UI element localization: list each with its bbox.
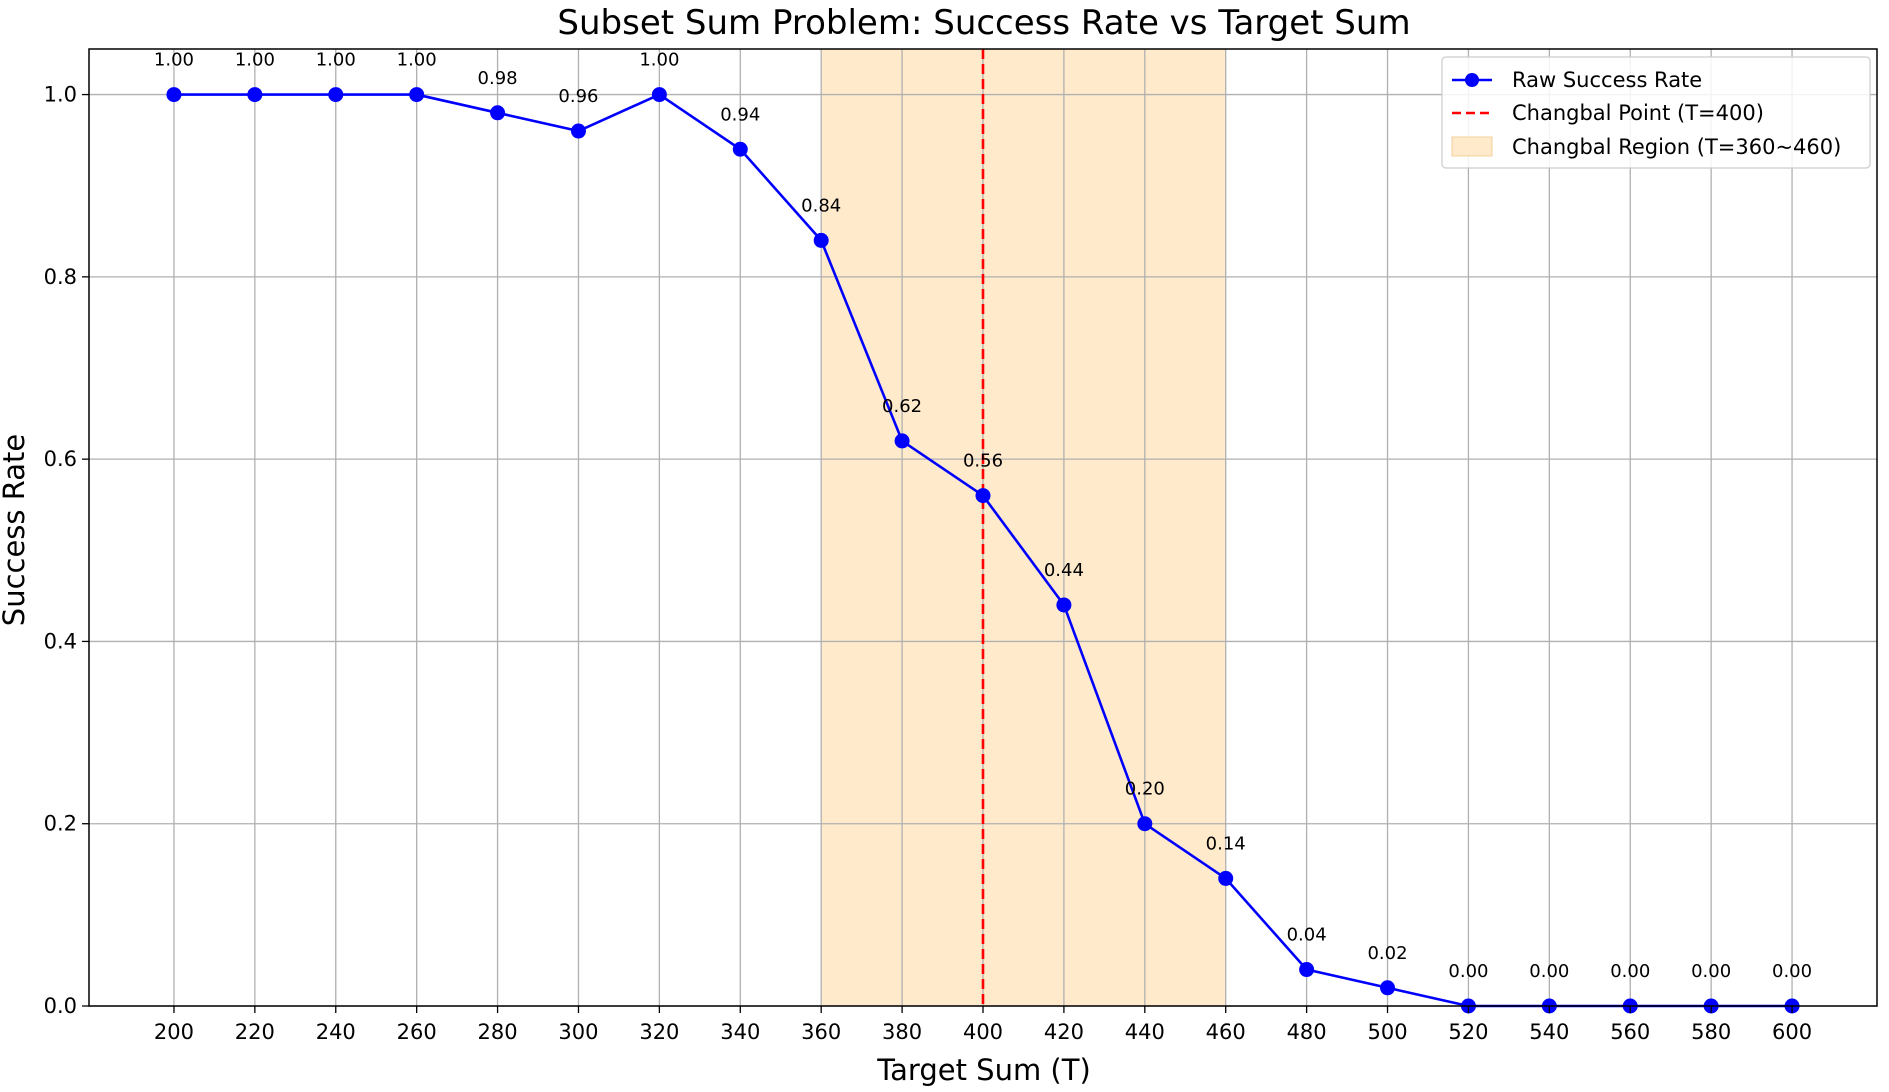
data-point [894,433,910,449]
data-label: 0.98 [478,68,518,89]
data-point [975,488,991,504]
data-label: 0.20 [1125,779,1165,800]
x-tick-label: 600 [1772,1020,1812,1044]
x-tick-label: 280 [478,1020,518,1044]
legend-marker-raw [1465,73,1479,87]
data-point [651,87,667,103]
x-tick-label: 500 [1367,1020,1407,1044]
x-tick-label: 260 [397,1020,437,1044]
data-label: 0.00 [1691,961,1731,982]
data-label: 1.00 [639,50,679,71]
legend-box [1441,56,1871,169]
data-label: 0.04 [1287,925,1327,946]
chart-title: Subset Sum Problem: Success Rate vs Targ… [557,3,1410,43]
legend: Raw Success Rate Changbal Point (T=400) … [1441,56,1871,169]
tick-layer: 200 220 240 260 280 300 320 340 360 380 400 420 440 4… [44,83,1813,1044]
x-tick-label: 560 [1610,1020,1650,1044]
data-label: 0.44 [1044,560,1084,581]
data-point [1218,870,1234,886]
data-point [732,141,748,157]
data-label: 0.62 [882,396,922,417]
data-label: 0.94 [720,104,760,125]
x-tick-label: 420 [1044,1020,1084,1044]
data-point [1380,980,1396,996]
data-label: 1.00 [235,50,275,71]
x-tick-label: 360 [801,1020,841,1044]
x-tick-label: 220 [235,1020,275,1044]
x-tick-label: 460 [1206,1020,1246,1044]
x-tick-label: 400 [963,1020,1003,1044]
x-tick-label: 240 [316,1020,356,1044]
region-layer [821,49,1226,1006]
data-point [328,87,344,103]
x-tick-label: 480 [1287,1020,1327,1044]
data-point [813,232,829,248]
changbal-region [821,49,1226,1006]
data-label-layer: 1.00 1.00 1.00 1.00 0.98 0.96 1.00 0.94 0.84 0.62… [154,50,1812,982]
y-tick-label: 0.6 [44,447,77,471]
legend-label-raw: Raw Success Rate [1512,68,1702,92]
x-tick-label: 540 [1529,1020,1569,1044]
x-tick-label: 580 [1691,1020,1731,1044]
data-label: 0.00 [1772,961,1812,982]
data-point [166,87,182,103]
data-label: 0.84 [801,195,841,216]
data-label: 0.56 [963,451,1003,472]
data-label: 0.00 [1529,961,1569,982]
data-label: 0.02 [1367,943,1407,964]
data-point [1299,962,1315,978]
data-label: 1.00 [316,50,356,71]
x-tick-label: 380 [882,1020,922,1044]
y-tick-label: 0.8 [44,265,77,289]
data-label: 0.14 [1206,833,1246,854]
x-tick-label: 300 [558,1020,598,1044]
data-point [247,87,263,103]
y-tick-label: 0.0 [44,994,77,1018]
data-point [1056,597,1072,613]
x-tick-label: 200 [154,1020,194,1044]
x-tick-label: 520 [1448,1020,1488,1044]
data-point [1137,816,1153,832]
y-tick-label: 0.2 [44,812,77,836]
x-axis-label: Target Sum (T) [876,1053,1091,1087]
x-tick-label: 440 [1125,1020,1165,1044]
data-point [409,87,425,103]
legend-label-region: Changbal Region (T=360~460) [1512,135,1841,159]
data-label: 1.00 [154,50,194,71]
y-tick-label: 0.4 [44,629,77,653]
data-label: 1.00 [397,50,437,71]
data-label: 0.00 [1610,961,1650,982]
data-label: 0.00 [1448,961,1488,982]
y-tick-label: 1.0 [44,83,77,107]
legend-label-point: Changbal Point (T=400) [1512,101,1764,125]
data-label: 0.96 [558,86,598,107]
data-point [570,123,586,139]
y-axis-label: Success Rate [0,434,31,626]
data-point [490,105,506,121]
x-tick-label: 320 [639,1020,679,1044]
legend-swatch-region [1451,136,1493,157]
x-tick-label: 340 [720,1020,760,1044]
